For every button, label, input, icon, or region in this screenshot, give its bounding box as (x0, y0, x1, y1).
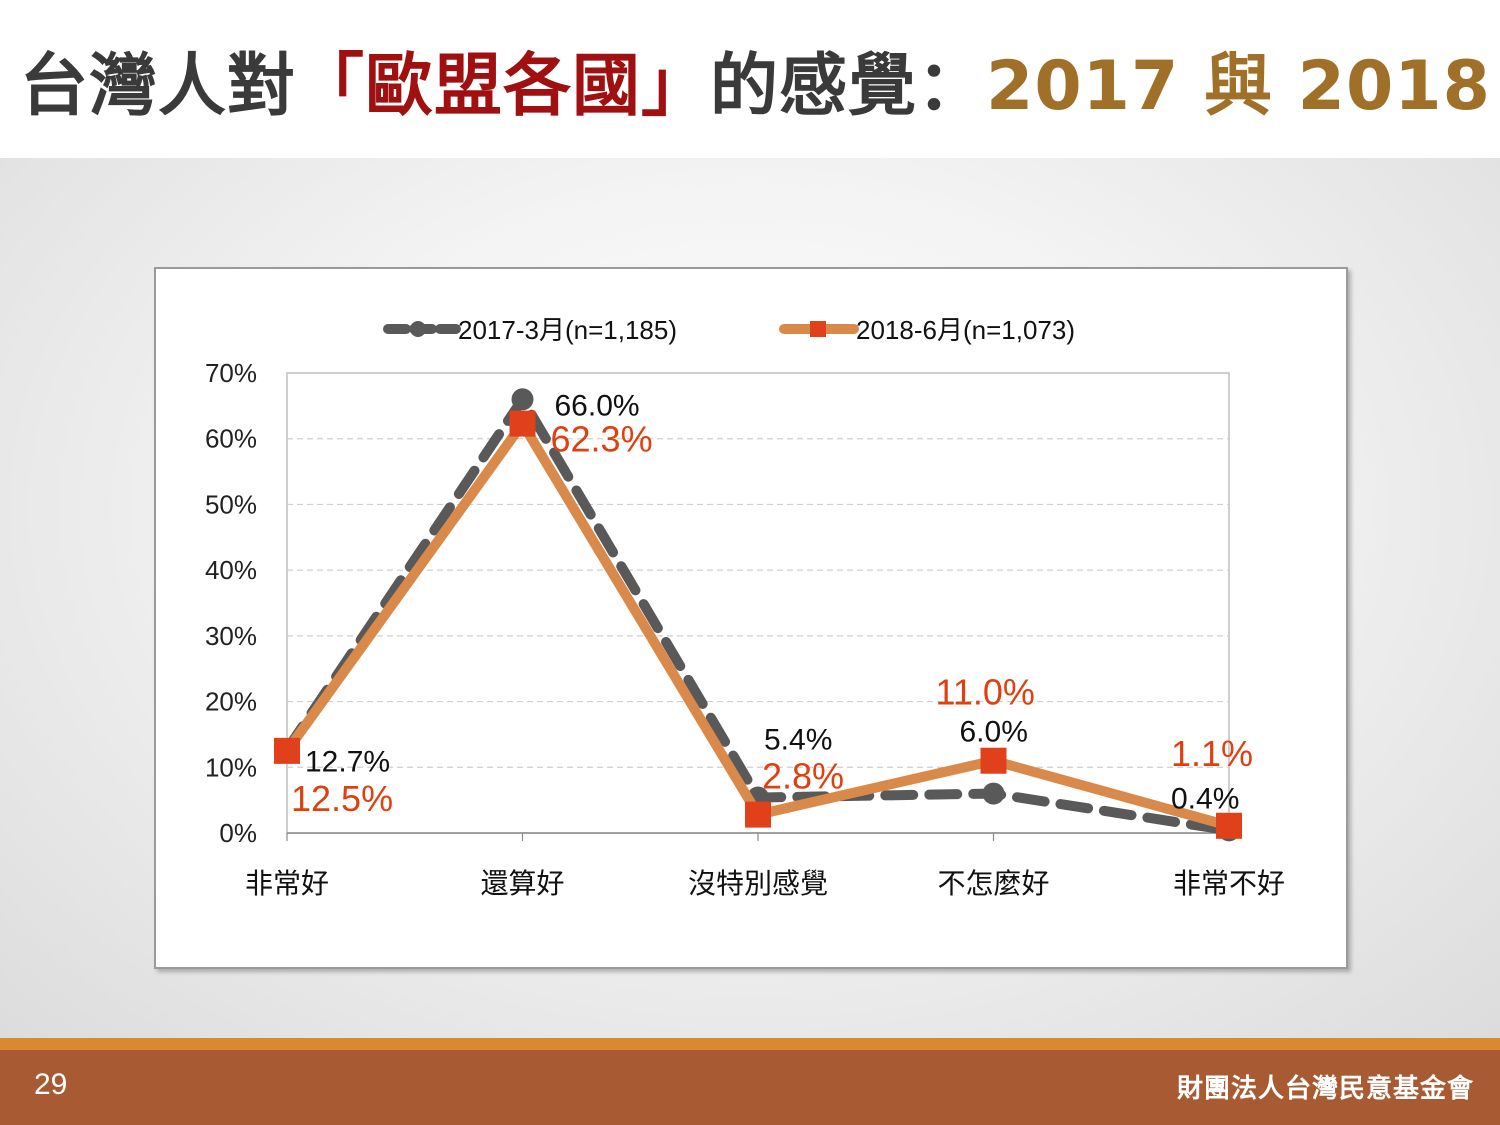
chart-frame: 0% 10% 20% 30% 40% 50% 60% 70% 非常好 還算好 沒特別感覺 不怎麼好 非常… (154, 267, 1348, 969)
organization-name: 財團法人台灣民意基金會 (1176, 1074, 1474, 1104)
plot-area-border (286, 372, 1230, 834)
page-title: 台灣人對「歐盟各國」的感覺：2017 與 2018 (20, 42, 1490, 132)
data-label-2017: 5.4% (764, 724, 832, 757)
data-label-2017: 66.0% (555, 389, 640, 422)
legend-2018-marker (810, 321, 826, 337)
x-tick-label: 沒特別感覺 (688, 867, 828, 900)
y-tick-label: 20% (205, 687, 257, 717)
series-2018-point (745, 801, 771, 828)
data-label-2018: 62.3% (551, 419, 653, 460)
title-part-2: 「歐盟各國」 (296, 47, 711, 126)
data-label-2018: 2.8% (762, 756, 844, 797)
x-tick-label: 非常好 (245, 867, 329, 900)
title-part-1: 台灣人對 (20, 47, 297, 126)
series-2017-point (511, 388, 534, 411)
footer-bar: 29 財團法人台灣民意基金會 (0, 1050, 1500, 1125)
data-label-2017: 0.4% (1171, 782, 1239, 815)
legend-2017-marker (410, 321, 426, 337)
x-tick-label: 非常不好 (1173, 867, 1285, 900)
line-chart: 0% 10% 20% 30% 40% 50% 60% 70% 非常好 還算好 沒特別感覺 不怎麼好 非常… (205, 315, 1285, 900)
series-2017-point (982, 782, 1005, 805)
legend-2017-label: 2017-3月(n=1,185) (458, 315, 677, 345)
y-tick-label: 60% (205, 424, 257, 454)
data-label-2018: 11.0% (936, 672, 1035, 713)
legend-2018-label: 2018-6月(n=1,073) (856, 315, 1075, 345)
data-label-2017: 6.0% (960, 716, 1028, 749)
y-tick-label: 30% (205, 621, 257, 651)
x-tick-label: 不怎麼好 (937, 867, 1049, 900)
y-tick-label: 50% (205, 489, 257, 519)
series-2018-point (509, 410, 536, 437)
title-part-4: 2017 與 2018 (986, 47, 1491, 126)
data-label-2018: 1.1% (1171, 733, 1253, 774)
y-tick-label: 40% (205, 555, 257, 585)
y-tick-label: 10% (205, 752, 257, 782)
y-tick-label: 0% (219, 818, 257, 848)
series-2018-point (980, 747, 1007, 774)
data-label-2018: 12.5% (291, 778, 393, 819)
title-part-3: 的感覺： (710, 47, 987, 126)
page-number: 29 (34, 1068, 68, 1101)
series-2018-line (282, 418, 1234, 831)
series-2017-line (282, 394, 1234, 836)
series-2018-point (1216, 812, 1242, 839)
title-band: 台灣人對「歐盟各國」的感覺：2017 與 2018 (0, 0, 1500, 158)
data-label-2017: 12.7% (305, 746, 390, 779)
x-tick-label: 還算好 (480, 867, 564, 900)
footer-accent-line (0, 1038, 1500, 1050)
series-2018-point (274, 737, 300, 764)
y-tick-label: 70% (205, 358, 257, 388)
